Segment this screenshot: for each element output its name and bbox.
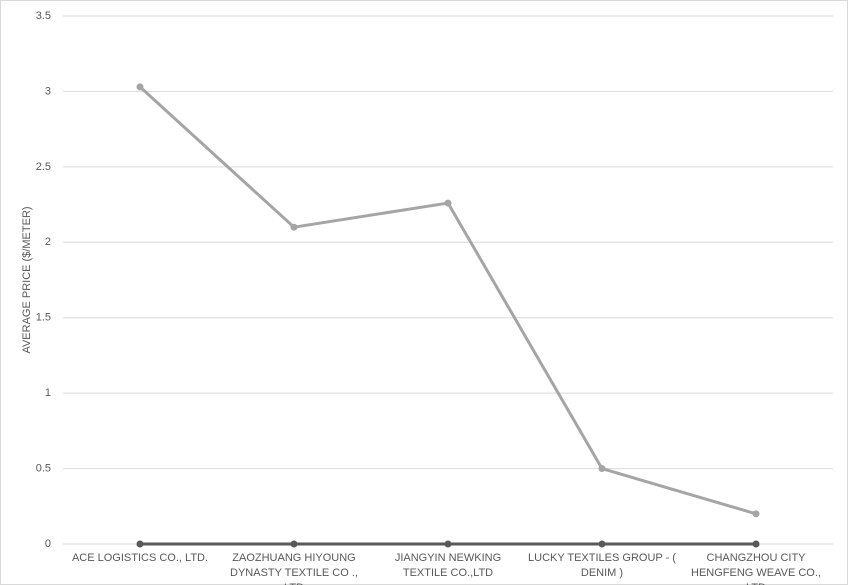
x-tick-label: CHANGZHOU CITY HENGFENG WEAVE CO., LTD <box>691 552 821 585</box>
y-tick-label: 3 <box>45 85 51 97</box>
y-tick-label: 1 <box>45 387 51 399</box>
point <box>444 540 452 548</box>
point <box>444 199 452 207</box>
y-tick-label: 3.5 <box>36 10 51 22</box>
point <box>752 540 760 548</box>
y-tick-label: 0.5 <box>36 462 51 474</box>
point <box>290 540 298 548</box>
x-tick-label: JIANGYIN NEWKING TEXTILE CO.,LTD <box>394 552 502 579</box>
y-tick-label: 2.5 <box>36 161 51 173</box>
y-tick-label: 0 <box>45 538 51 550</box>
y-axis-label: AVERAGE PRICE ($/METER) <box>21 206 33 353</box>
series-line <box>138 85 757 516</box>
point <box>290 223 298 231</box>
point <box>598 465 606 473</box>
x-tick-label: LUCKY TEXTILES GROUP - ( DENIM ) <box>528 552 676 579</box>
x-tick-label: ACE LOGISTICS CO., LTD. <box>71 552 209 564</box>
y-tick-label: 1.5 <box>36 312 51 324</box>
point <box>752 510 760 518</box>
x-tick-label: ZAOZHUANG HIYOUNG DYNASTY TEXTILE CO ., … <box>230 552 358 585</box>
point <box>136 83 144 91</box>
y-tick-label: 2 <box>45 236 51 248</box>
point <box>598 540 606 548</box>
point <box>136 540 144 548</box>
